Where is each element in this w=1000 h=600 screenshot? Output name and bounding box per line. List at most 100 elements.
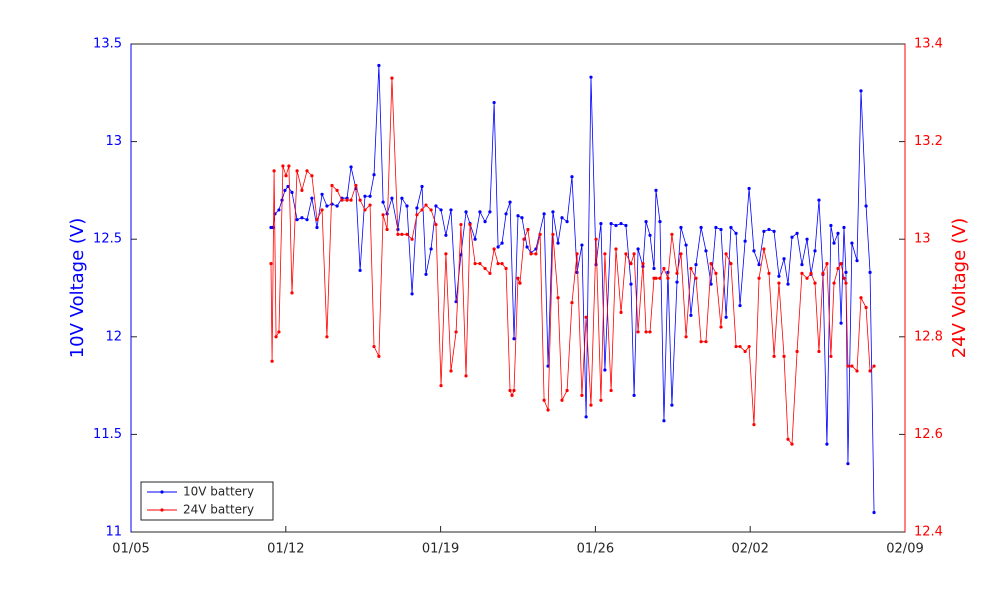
point xyxy=(836,266,840,271)
y-tick-label: 13 xyxy=(105,134,122,149)
point xyxy=(738,303,742,308)
y2-tick-label: 13.4 xyxy=(914,37,943,52)
point xyxy=(752,423,756,427)
point xyxy=(290,291,294,295)
point xyxy=(560,216,564,220)
point xyxy=(584,315,588,319)
point xyxy=(786,437,790,441)
x-tick-label: 01/05 xyxy=(112,542,149,557)
point xyxy=(734,231,738,235)
point xyxy=(512,388,516,393)
point xyxy=(277,208,281,212)
point xyxy=(662,419,666,423)
point xyxy=(855,369,859,373)
point xyxy=(424,272,428,276)
point xyxy=(483,266,487,271)
point xyxy=(648,233,652,237)
point xyxy=(271,225,275,230)
legend-marker xyxy=(160,508,164,512)
point xyxy=(325,204,329,208)
point xyxy=(429,208,433,212)
point xyxy=(662,266,666,271)
point xyxy=(272,169,276,173)
point xyxy=(492,247,496,251)
point xyxy=(542,398,546,402)
point xyxy=(504,266,508,271)
point xyxy=(832,281,836,285)
point xyxy=(777,274,781,278)
point xyxy=(859,89,863,93)
point xyxy=(516,214,520,218)
point xyxy=(468,222,472,227)
point xyxy=(872,364,876,368)
point xyxy=(565,220,569,224)
point xyxy=(747,344,751,349)
point xyxy=(556,241,560,245)
point xyxy=(757,276,761,280)
point xyxy=(510,393,514,397)
y2-tick-label: 13.2 xyxy=(914,134,943,149)
point xyxy=(714,225,718,230)
series-line xyxy=(270,65,875,513)
point xyxy=(320,208,324,212)
x-tick-label: 02/02 xyxy=(731,542,768,557)
point xyxy=(429,247,433,251)
point xyxy=(747,186,751,191)
point xyxy=(372,344,376,349)
point xyxy=(654,188,658,192)
point xyxy=(516,276,520,280)
point xyxy=(654,276,658,280)
point xyxy=(729,225,733,230)
legend-label: 24V battery xyxy=(183,503,254,517)
point xyxy=(538,232,542,236)
point xyxy=(439,208,443,212)
point xyxy=(315,218,319,222)
point xyxy=(694,276,698,280)
point xyxy=(488,210,492,214)
point xyxy=(415,213,419,217)
point xyxy=(310,174,314,178)
point xyxy=(868,369,872,373)
point xyxy=(349,198,353,202)
point xyxy=(699,225,703,230)
point xyxy=(377,63,381,68)
point xyxy=(492,100,496,105)
point xyxy=(675,280,679,284)
point xyxy=(287,164,291,168)
point xyxy=(684,243,688,247)
point xyxy=(699,340,703,344)
point xyxy=(809,271,813,275)
point xyxy=(648,330,652,334)
point xyxy=(675,271,679,275)
point xyxy=(512,337,516,341)
point xyxy=(714,271,718,275)
point xyxy=(757,262,761,267)
point xyxy=(846,462,850,466)
point xyxy=(594,237,598,241)
point xyxy=(817,198,821,202)
x-tick-label: 01/12 xyxy=(267,542,304,557)
point xyxy=(844,281,848,285)
point xyxy=(508,388,512,393)
point xyxy=(340,198,344,202)
point xyxy=(832,241,836,245)
point xyxy=(410,237,414,241)
point xyxy=(315,225,319,230)
point xyxy=(372,173,376,177)
point xyxy=(850,364,854,368)
point xyxy=(790,442,794,446)
point xyxy=(795,349,799,354)
point xyxy=(570,301,574,305)
point xyxy=(483,220,487,224)
point xyxy=(636,247,640,251)
point xyxy=(508,200,512,204)
point xyxy=(684,335,688,339)
point xyxy=(434,204,438,208)
point xyxy=(584,415,588,419)
point xyxy=(449,208,453,212)
point xyxy=(782,354,786,358)
point xyxy=(790,235,794,239)
x-tick-label: 02/09 xyxy=(886,542,923,557)
point xyxy=(864,204,868,208)
